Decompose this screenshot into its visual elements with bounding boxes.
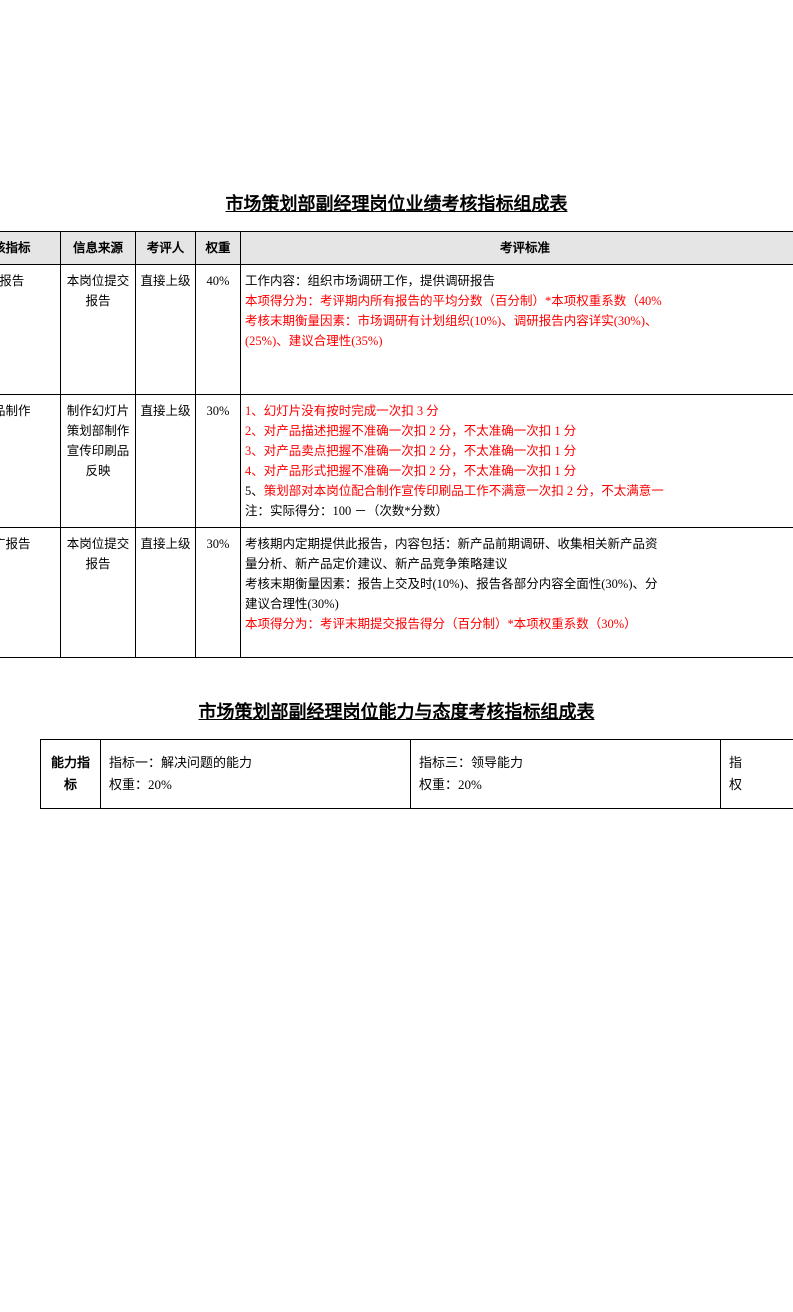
indicator-weight: 权重：20%	[109, 774, 402, 796]
table-row: 能力指标 指标一：解决问题的能力 权重：20% 指标三：领导能力 权重：20% …	[41, 740, 793, 809]
standard-text: 量分析、新产品定价建议、新产品竞争策略建议	[245, 554, 793, 574]
cell-source: 本岗位提交报告	[61, 528, 136, 658]
cell-standard: 1、幻灯片没有按时完成一次扣 3 分 2、对产品描述把握不准确一次扣 2 分，不…	[241, 395, 793, 528]
indicator-title: 指标一：解决问题的能力	[109, 752, 402, 774]
table-row: 研报告 本岗位提交报告 直接上级 40% 工作内容：组织市场调研工作，提供调研报…	[0, 265, 793, 395]
cell-indicator: 推广报告	[0, 528, 61, 658]
cell-evaluator: 直接上级	[136, 528, 196, 658]
table-header-row: 考核指标 信息来源 考评人 权重 考评标准	[0, 232, 793, 265]
partial-text: 指	[729, 752, 793, 774]
cell-indicator: 研报告	[0, 265, 61, 395]
header-standard: 考评标准	[241, 232, 793, 265]
cell-standard: 工作内容：组织市场调研工作，提供调研报告 本项得分为：考评期内所有报告的平均分数…	[241, 265, 793, 395]
partial-text: 权	[729, 774, 793, 796]
standard-text-red: 考核末期衡量因素：市场调研有计划组织(10%)、调研报告内容详实(30%)、	[245, 311, 793, 331]
cell-evaluator: 直接上级	[136, 395, 196, 528]
performance-table: 考核指标 信息来源 考评人 权重 考评标准 研报告 本岗位提交报告 直接上级 4…	[0, 231, 793, 658]
table-row: 推广报告 本岗位提交报告 直接上级 30% 考核期内定期提供此报告，内容包括：新…	[0, 528, 793, 658]
table-row: 传品制作 制作幻灯片 策划部制作宣传印刷品反映 直接上级 30% 1、幻灯片没有…	[0, 395, 793, 528]
standard-text: 5、策划部对本岗位配合制作宣传印刷品工作不满意一次扣 2 分，不太满意一	[245, 481, 793, 501]
standard-text-red: 本项得分为：考评期内所有报告的平均分数（百分制）*本项权重系数（40%	[245, 291, 793, 311]
header-source: 信息来源	[61, 232, 136, 265]
standard-text: 工作内容：组织市场调研工作，提供调研报告	[245, 271, 793, 291]
ability-label: 能力指标	[41, 740, 101, 809]
header-indicator: 考核指标	[0, 232, 61, 265]
cell-weight: 30%	[196, 528, 241, 658]
standard-text-red: 4、对产品形式把握不准确一次扣 2 分，不太准确一次扣 1 分	[245, 461, 793, 481]
header-weight: 权重	[196, 232, 241, 265]
ability-indicator-1: 指标一：解决问题的能力 权重：20%	[101, 740, 411, 809]
standard-text-red: 1、幻灯片没有按时完成一次扣 3 分	[245, 401, 793, 421]
cell-standard: 考核期内定期提供此报告，内容包括：新产品前期调研、收集相关新产品资 量分析、新产…	[241, 528, 793, 658]
page-title-2: 市场策划部副经理岗位能力与态度考核指标组成表	[0, 698, 793, 724]
indicator-title: 指标三：领导能力	[419, 752, 712, 774]
standard-text: 考核末期衡量因素：报告上交及时(10%)、报告各部分内容全面性(30%)、分	[245, 574, 793, 594]
ability-indicator-3: 指标三：领导能力 权重：20%	[411, 740, 721, 809]
cell-weight: 30%	[196, 395, 241, 528]
standard-text-red: 2、对产品描述把握不准确一次扣 2 分，不太准确一次扣 1 分	[245, 421, 793, 441]
cell-evaluator: 直接上级	[136, 265, 196, 395]
standard-text-red: 3、对产品卖点把握不准确一次扣 2 分，不太准确一次扣 1 分	[245, 441, 793, 461]
standard-text: 考核期内定期提供此报告，内容包括：新产品前期调研、收集相关新产品资	[245, 534, 793, 554]
standard-text: 注：实际得分：100 －（次数*分数）	[245, 501, 793, 521]
cell-source: 制作幻灯片 策划部制作宣传印刷品反映	[61, 395, 136, 528]
cell-source: 本岗位提交报告	[61, 265, 136, 395]
standard-text-red: (25%)、建议合理性(35%)	[245, 331, 793, 351]
indicator-weight: 权重：20%	[419, 774, 712, 796]
standard-text-red: 本项得分为：考评末期提交报告得分（百分制）*本项权重系数（30%）	[245, 614, 793, 634]
ability-table: 能力指标 指标一：解决问题的能力 权重：20% 指标三：领导能力 权重：20% …	[40, 739, 793, 809]
ability-indicator-partial: 指 权	[721, 740, 793, 809]
cell-weight: 40%	[196, 265, 241, 395]
cell-indicator: 传品制作	[0, 395, 61, 528]
page-title-1: 市场策划部副经理岗位业绩考核指标组成表	[0, 190, 793, 216]
header-evaluator: 考评人	[136, 232, 196, 265]
standard-text: 建议合理性(30%)	[245, 594, 793, 614]
